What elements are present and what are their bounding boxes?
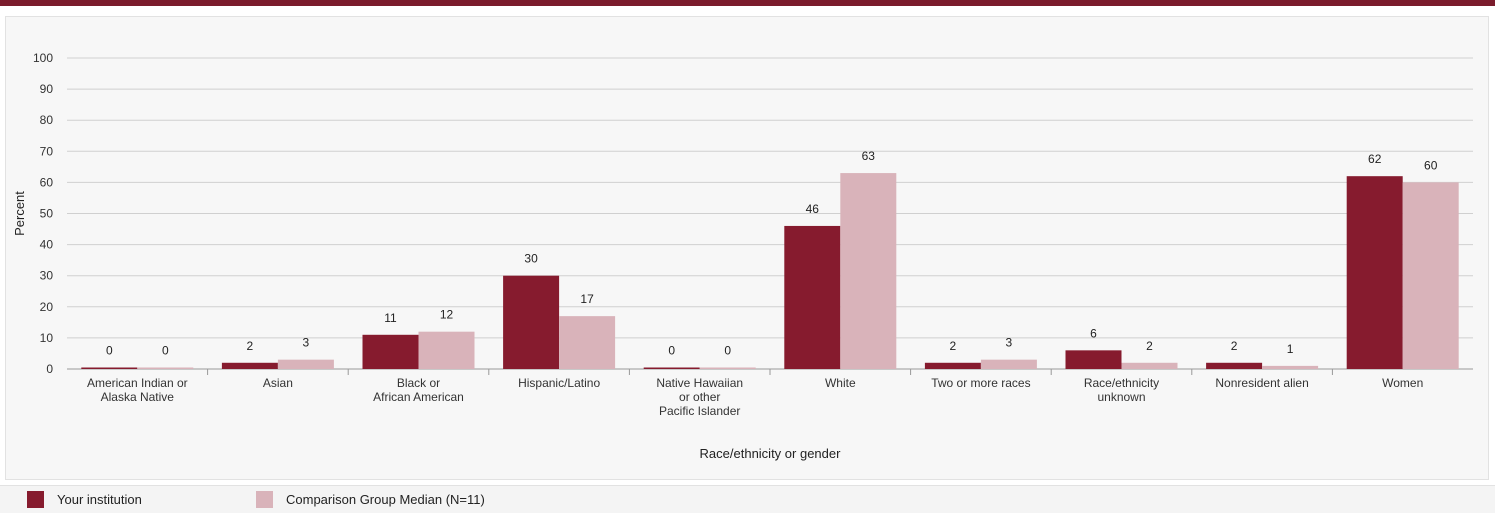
x-tick-label: Women <box>1382 376 1423 390</box>
bar-comparison-group <box>840 173 897 369</box>
x-tick-label: American Indian or Alaska Native <box>87 376 188 404</box>
bar-your-institution <box>503 275 560 369</box>
bar-your-institution <box>1065 350 1122 369</box>
bar-chart: 0102030405060708090100PercentRace/ethnic… <box>12 51 1473 461</box>
bar-your-institution <box>221 362 278 369</box>
data-label: 30 <box>524 252 538 266</box>
y-tick-label: 10 <box>40 331 54 345</box>
chart-frame <box>5 16 1489 480</box>
top-accent-rule <box>0 0 1495 6</box>
y-tick-label: 90 <box>40 82 54 96</box>
bar-comparison-group <box>1402 182 1459 369</box>
data-label: 62 <box>1368 152 1382 166</box>
bar-comparison-group <box>1121 362 1178 369</box>
x-tick-label: Hispanic/Latino <box>518 376 600 390</box>
y-tick-label: 20 <box>40 300 54 314</box>
data-label: 2 <box>950 339 957 353</box>
data-label: 63 <box>862 149 876 163</box>
bar-comparison-group <box>277 359 334 369</box>
data-label: 0 <box>724 344 731 358</box>
y-tick-label: 80 <box>40 113 54 127</box>
bar-your-institution <box>1346 176 1403 369</box>
y-tick-label: 60 <box>40 175 54 189</box>
y-axis-title: Percent <box>12 191 27 236</box>
legend-label-comparison-group: Comparison Group Median (N=11) <box>286 492 485 507</box>
bar-your-institution <box>1206 362 1263 369</box>
data-label: 46 <box>806 202 820 216</box>
x-axis-title: Race/ethnicity or gender <box>700 446 842 461</box>
y-tick-label: 30 <box>40 269 54 283</box>
y-tick-label: 40 <box>40 238 54 252</box>
x-tick-label: Native Hawaiian or other Pacific Islander <box>656 376 743 418</box>
x-tick-label: Asian <box>263 376 293 390</box>
y-tick-label: 0 <box>46 362 53 376</box>
data-label: 12 <box>440 308 454 322</box>
bar-comparison-group <box>1262 365 1319 369</box>
bar-comparison-group <box>559 316 616 369</box>
bar-your-institution <box>362 334 419 369</box>
bar-comparison-group <box>699 367 756 369</box>
x-tick-label: Race/ethnicity unknown <box>1084 376 1159 404</box>
y-tick-label: 70 <box>40 144 54 158</box>
y-tick-label: 100 <box>33 51 53 65</box>
chart-legend: Your institution Comparison Group Median… <box>0 485 1495 513</box>
bar-your-institution <box>924 362 981 369</box>
bar-comparison-group <box>980 359 1037 369</box>
bar-your-institution <box>81 367 138 369</box>
data-label: 2 <box>1231 339 1238 353</box>
data-label: 0 <box>162 344 169 358</box>
data-label: 6 <box>1090 326 1097 340</box>
data-label: 3 <box>1006 336 1013 350</box>
data-label: 17 <box>580 292 594 306</box>
bar-comparison-group <box>137 367 194 369</box>
legend-swatch-your-institution <box>27 491 44 508</box>
data-label: 60 <box>1424 158 1438 172</box>
data-label: 2 <box>247 339 254 353</box>
x-tick-label: Two or more races <box>931 376 1030 390</box>
bar-comparison-group <box>418 331 475 369</box>
data-label: 2 <box>1146 339 1153 353</box>
x-tick-label: White <box>825 376 856 390</box>
legend-item-your-institution: Your institution <box>27 491 142 508</box>
x-tick-label: Nonresident alien <box>1215 376 1308 390</box>
legend-item-comparison-group: Comparison Group Median (N=11) <box>256 491 485 508</box>
data-label: 0 <box>668 344 675 358</box>
legend-swatch-comparison-group <box>256 491 273 508</box>
data-label: 1 <box>1287 342 1294 356</box>
data-label: 11 <box>384 311 397 325</box>
y-tick-label: 50 <box>40 207 54 221</box>
bar-your-institution <box>784 225 841 369</box>
legend-label-your-institution: Your institution <box>57 492 142 507</box>
x-tick-label: Black or African American <box>373 376 464 404</box>
data-label: 0 <box>106 344 113 358</box>
bar-your-institution <box>643 367 700 369</box>
data-label: 3 <box>303 336 310 350</box>
